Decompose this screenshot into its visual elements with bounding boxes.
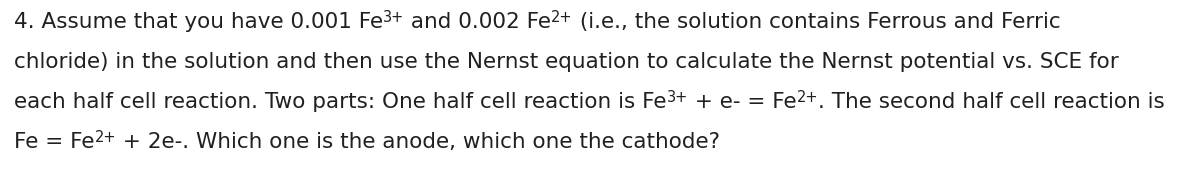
Text: 2+: 2+: [551, 11, 572, 26]
Text: . The second half cell reaction is: . The second half cell reaction is: [818, 92, 1165, 112]
Text: 3+: 3+: [383, 11, 404, 26]
Text: + e- = Fe: + e- = Fe: [688, 92, 797, 112]
Text: 4. Assume that you have 0.001 Fe: 4. Assume that you have 0.001 Fe: [14, 12, 383, 32]
Text: each half cell reaction. Two parts: One half cell reaction is Fe: each half cell reaction. Two parts: One …: [14, 92, 666, 112]
Text: 2+: 2+: [797, 90, 818, 105]
Text: and 0.002 Fe: and 0.002 Fe: [404, 12, 551, 32]
Text: + 2e-. Which one is the anode, which one the cathode?: + 2e-. Which one is the anode, which one…: [116, 132, 720, 152]
Text: Fe = Fe: Fe = Fe: [14, 132, 95, 152]
Text: chloride) in the solution and then use the Nernst equation to calculate the Nern: chloride) in the solution and then use t…: [14, 52, 1118, 72]
Text: 2+: 2+: [95, 130, 116, 146]
Text: (i.e., the solution contains Ferrous and Ferric: (i.e., the solution contains Ferrous and…: [572, 12, 1061, 32]
Text: 3+: 3+: [666, 90, 688, 105]
